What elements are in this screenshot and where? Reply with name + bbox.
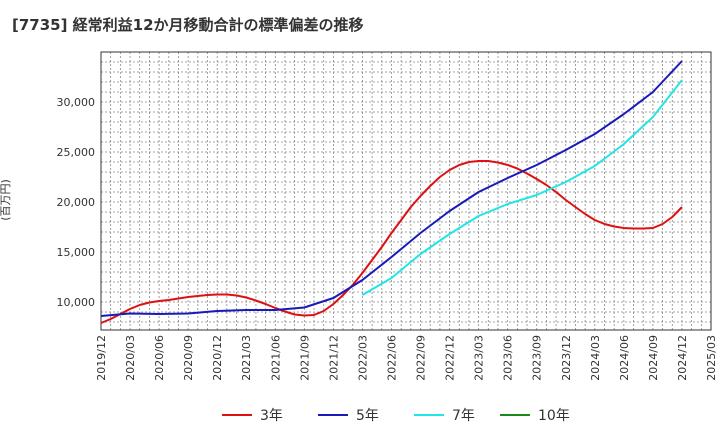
grid-layer (100, 51, 712, 330)
legend-label: 3年 (260, 408, 283, 424)
series-layer (100, 60, 683, 324)
y-tick-labels: 10,000 15,000 20,000 25,000 30,000 (57, 96, 96, 309)
legend-swatch (500, 414, 530, 416)
x-tick-label: 2020/12 (211, 335, 224, 381)
x-tick-label: 2023/03 (473, 335, 486, 381)
chart-title: [7735] 経常利益12か月移動合計の標準偏差の推移 (12, 16, 364, 34)
x-tick-label: 2023/09 (531, 335, 544, 381)
x-tick-label: 2025/03 (705, 335, 718, 381)
series-line-1 (100, 60, 683, 317)
x-tick-label: 2022/12 (444, 335, 457, 381)
legend-label: 7年 (452, 408, 475, 424)
legend-swatch (222, 414, 252, 416)
y-tick-label: 20,000 (57, 196, 96, 209)
x-tick-label: 2023/12 (560, 335, 573, 381)
plot-frame (100, 51, 712, 331)
legend-item: 3年 (222, 403, 283, 427)
y-tick-label: 15,000 (57, 246, 96, 259)
x-tick-label: 2021/06 (269, 335, 282, 381)
x-tick-label: 2024/06 (618, 335, 631, 381)
x-tick-label: 2024/09 (647, 335, 660, 381)
series-line-0 (100, 160, 683, 324)
x-tick-label: 2022/06 (385, 335, 398, 381)
y-tick-label: 30,000 (57, 96, 96, 109)
x-tick-labels: 2019/12 2020/03 2020/06 2020/09 2020/12 2021/… (95, 335, 718, 381)
y-tick-label: 10,000 (57, 296, 96, 309)
legend-swatch (414, 414, 444, 416)
x-tick-label: 2021/03 (240, 335, 253, 381)
legend-label: 5年 (356, 408, 379, 424)
legend-swatch (318, 414, 348, 416)
x-tick-label: 2020/06 (153, 335, 166, 381)
x-tick-label: 2022/09 (415, 335, 428, 381)
legend-item: 7年 (414, 403, 475, 427)
legend: 3年 5年 7年 10年 (0, 403, 720, 427)
x-tick-label: 2024/12 (676, 335, 689, 381)
series-line-2 (361, 79, 683, 296)
x-tick-label: 2024/03 (589, 335, 602, 381)
legend-label: 10年 (538, 408, 570, 424)
x-tick-label: 2023/06 (502, 335, 515, 381)
x-tick-label: 2021/09 (298, 335, 311, 381)
x-tick-label: 2020/09 (182, 335, 195, 381)
x-tick-label: 2020/03 (124, 335, 137, 381)
legend-item: 5年 (318, 403, 379, 427)
x-tick-label: 2019/12 (95, 335, 108, 381)
x-tick-label: 2022/03 (356, 335, 369, 381)
legend-item: 10年 (500, 403, 570, 427)
y-tick-label: 25,000 (57, 146, 96, 159)
x-tick-label: 2021/12 (327, 335, 340, 381)
